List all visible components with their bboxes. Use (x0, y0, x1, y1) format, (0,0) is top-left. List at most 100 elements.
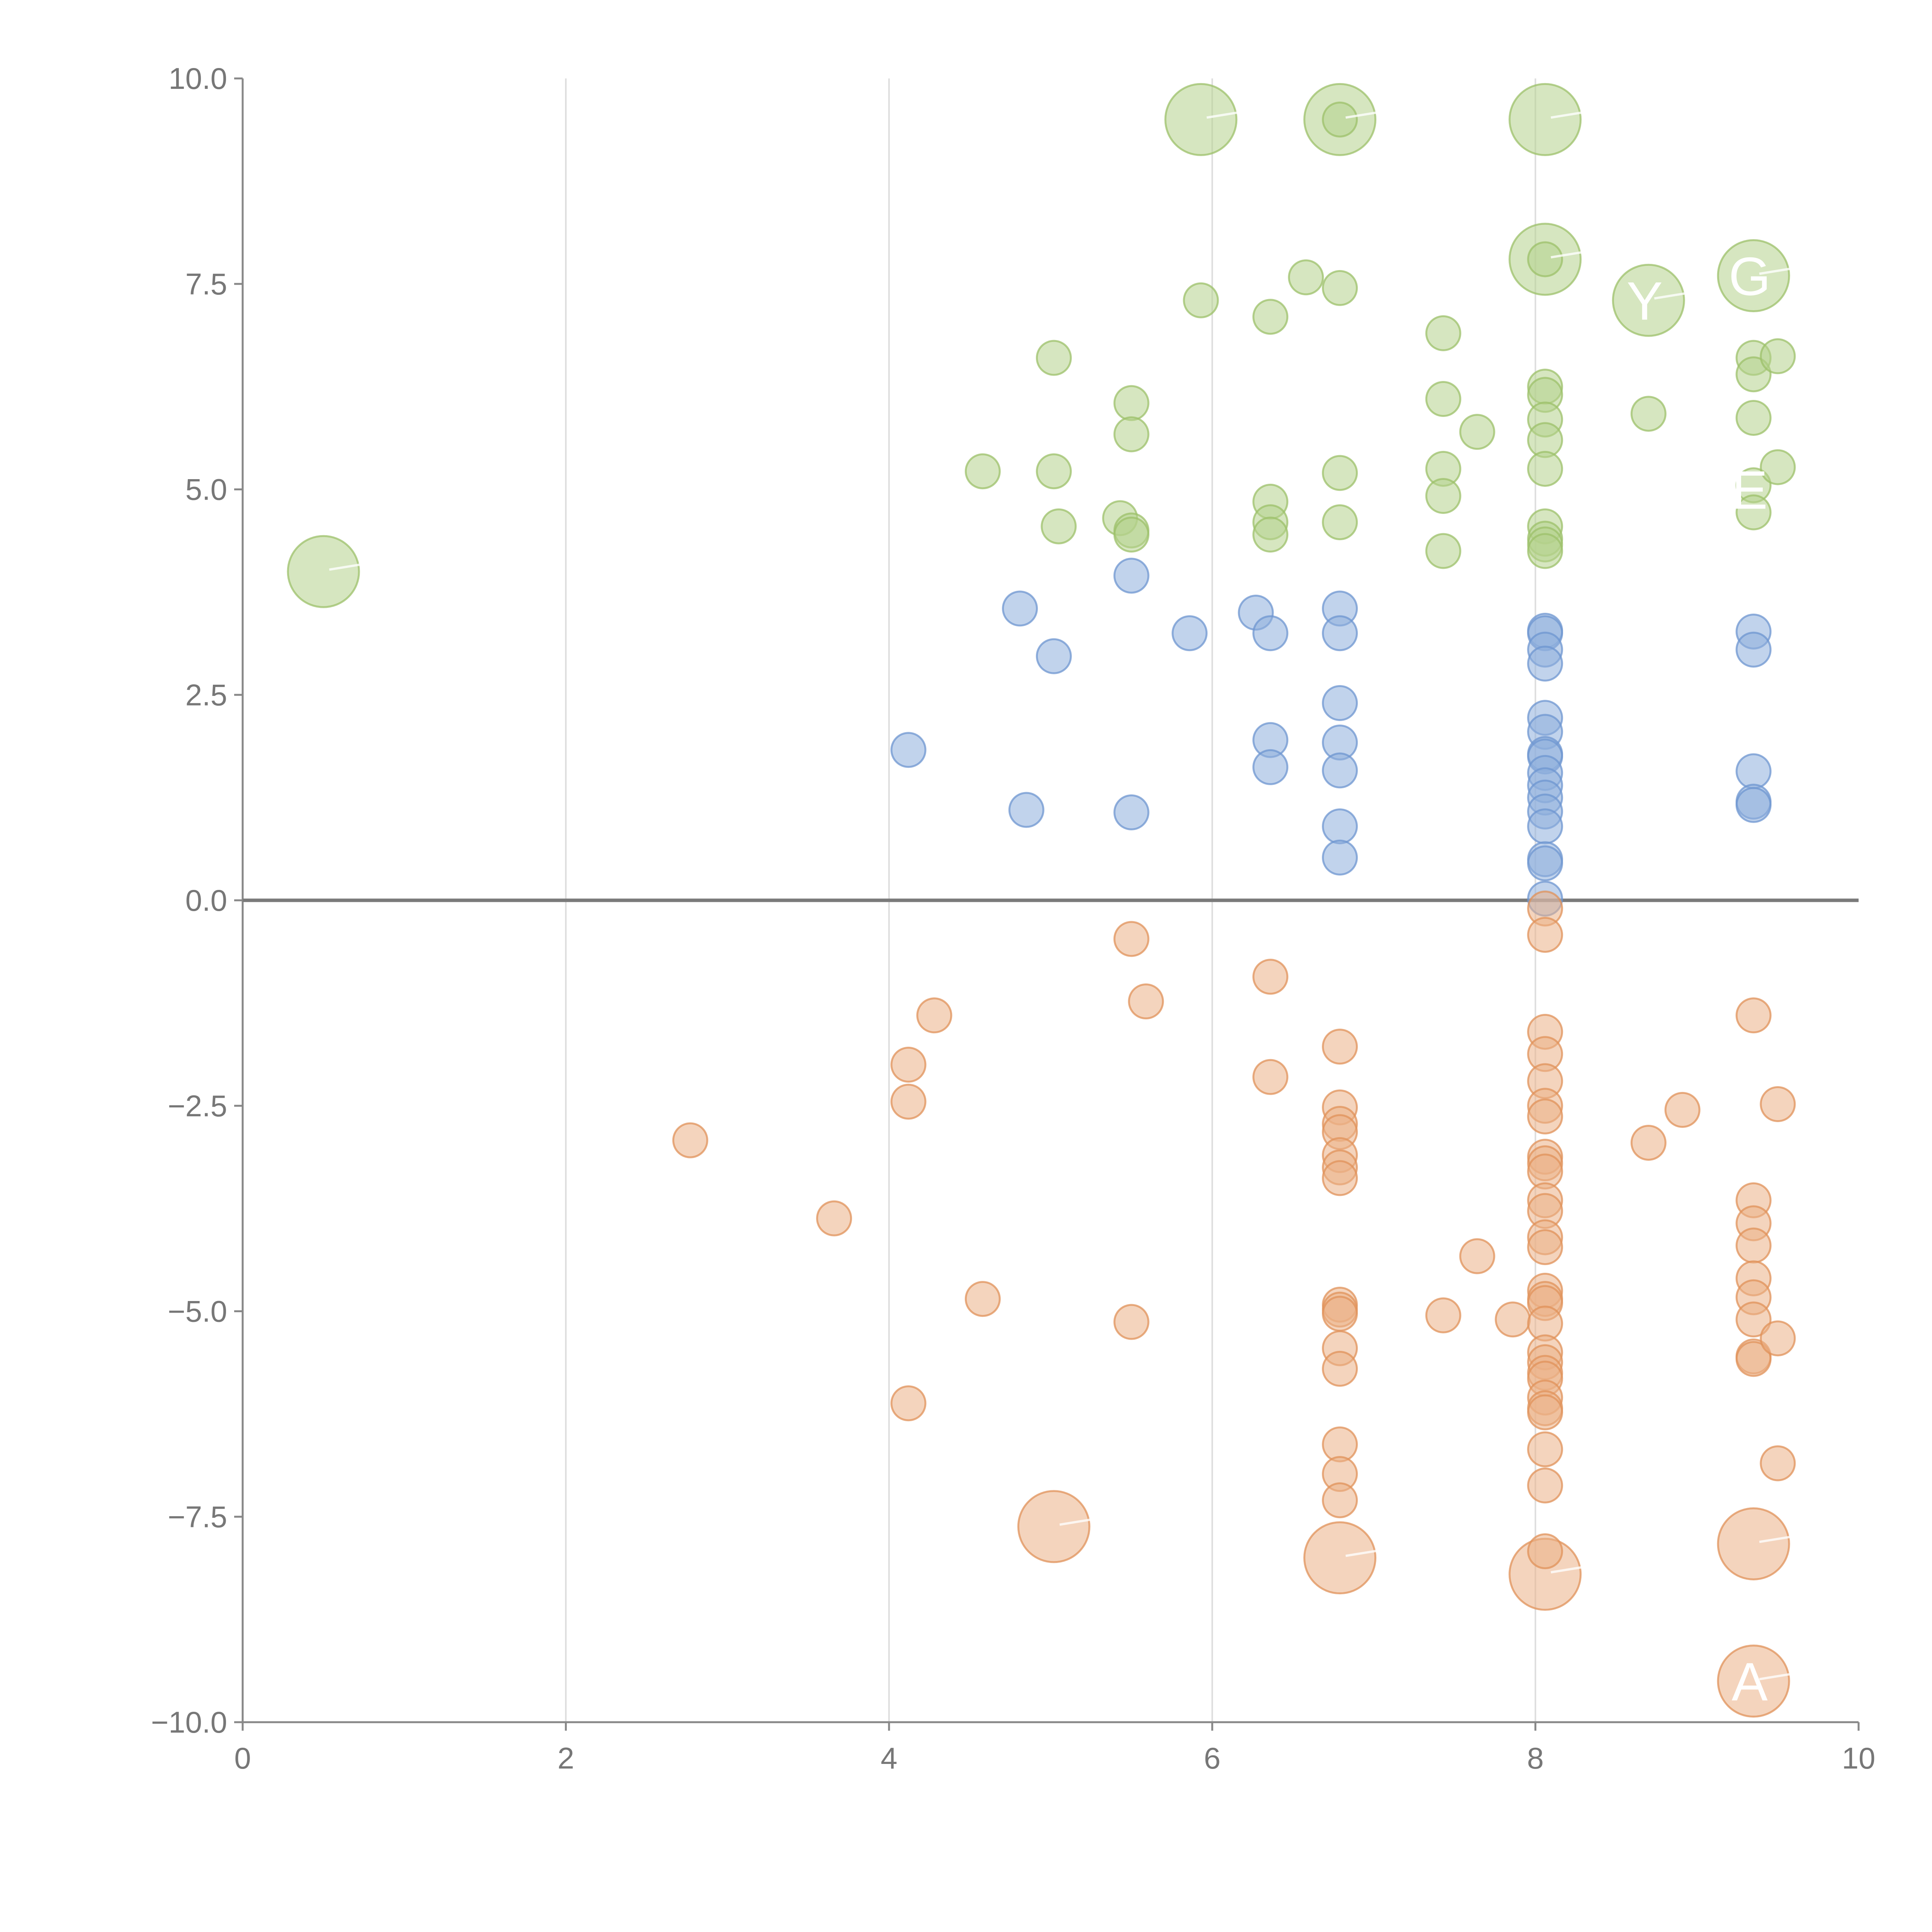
orange-bubble (1113, 1304, 1150, 1340)
leader-line (1551, 1566, 1582, 1574)
orange-bubble (916, 997, 952, 1034)
y-tick-label: 5.0 (185, 473, 227, 507)
green-bubble (1288, 259, 1324, 296)
green-bubble (287, 535, 360, 608)
x-tick-label: 8 (1527, 1741, 1544, 1775)
green-bubble (1425, 533, 1461, 569)
leader-line (1551, 111, 1582, 119)
green-bubble (1425, 315, 1461, 351)
green-bubble (1527, 533, 1563, 569)
orange-bubble (890, 1083, 927, 1120)
orange-bubble (1527, 1229, 1563, 1265)
leader-line (1759, 1673, 1791, 1680)
orange-bubble (1303, 1521, 1377, 1595)
annotation-label: A (1731, 1651, 1768, 1712)
green-bubble (1036, 340, 1072, 376)
x-tick-label: 4 (881, 1741, 897, 1775)
orange-bubble (1717, 1507, 1790, 1580)
green-bubble (1041, 508, 1077, 544)
green-bubble (1425, 478, 1461, 514)
green-bubble (1760, 449, 1796, 485)
green-bubble (1735, 356, 1772, 393)
green-bubble (1735, 400, 1772, 436)
leader-line (1059, 1518, 1091, 1526)
y-tick-label: 0.0 (185, 883, 227, 917)
blue-bubble (1252, 749, 1289, 785)
blue-bubble (1322, 839, 1358, 876)
y-tick-label: −5.0 (168, 1294, 227, 1328)
y-tick-label: −10.0 (151, 1705, 227, 1739)
annotation-label: Y (1627, 270, 1663, 331)
blue-bubble (1322, 752, 1358, 789)
blue-bubble (1527, 645, 1563, 682)
orange-bubble (1495, 1301, 1531, 1338)
green-bubble (1113, 416, 1150, 452)
blue-bubble (1172, 615, 1208, 651)
orange-bubble (1760, 1086, 1796, 1122)
orange-bubble (1322, 1482, 1358, 1519)
green-bubble (1760, 338, 1796, 374)
blue-bubble (1735, 787, 1772, 823)
green-bubble (1164, 83, 1238, 156)
green-bubble (1252, 516, 1289, 553)
green-bubble (1459, 414, 1495, 450)
orange-bubble (1527, 1467, 1563, 1503)
green-bubble (1113, 385, 1150, 421)
orange-bubble (1735, 1341, 1772, 1377)
orange-bubble (1322, 1029, 1358, 1065)
leader-line (1759, 267, 1791, 275)
green-bubble (1322, 504, 1358, 541)
blue-bubble (890, 732, 927, 768)
leader-line (1759, 1536, 1791, 1543)
blue-bubble (1527, 808, 1563, 845)
orange-bubble (1760, 1320, 1796, 1357)
blue-bubble (1322, 615, 1358, 651)
y-tick-label: 10.0 (168, 61, 227, 95)
annotation-layer: Y G E A (329, 111, 1791, 1712)
orange-bubble (1322, 1350, 1358, 1387)
green-bubble (1113, 516, 1150, 553)
blue-bubble (1002, 590, 1038, 627)
green-bubble (1527, 451, 1563, 487)
orange-bubble (1527, 1394, 1563, 1430)
orange-bubble (1252, 959, 1289, 995)
annotation-label: G (1729, 246, 1771, 306)
green-bubble (1425, 381, 1461, 417)
orange-bubble (1322, 1296, 1358, 1332)
orange-bubble (1735, 1227, 1772, 1264)
blue-bubble (1322, 685, 1358, 721)
orange-bubble (1717, 1645, 1790, 1718)
y-tick-label: −7.5 (168, 1500, 227, 1534)
blue-bubble (1252, 615, 1289, 651)
leader-line (1345, 111, 1377, 119)
blue-bubble (1113, 794, 1150, 830)
orange-bubble (1017, 1490, 1090, 1563)
green-bubble (1322, 455, 1358, 491)
orange-bubble (1113, 921, 1150, 957)
x-tick-label: 10 (1842, 1741, 1876, 1775)
orange-bubble (1128, 983, 1164, 1020)
leader-line (329, 563, 361, 571)
orange-bubble (1630, 1124, 1667, 1161)
blue-bubble (1008, 792, 1044, 828)
blue-bubble (1735, 631, 1772, 668)
green-bubble (1527, 241, 1563, 277)
blue-bubble (1322, 808, 1358, 845)
green-bubble (1322, 270, 1358, 306)
orange-bubble (1735, 1301, 1772, 1338)
orange-bubble (1527, 1431, 1563, 1468)
x-tick-label: 2 (558, 1741, 574, 1775)
y-tick-label: −2.5 (168, 1089, 227, 1123)
annotation-label: E (1731, 460, 1767, 520)
y-tick-label: 2.5 (185, 678, 227, 712)
orange-bubble (964, 1281, 1001, 1317)
x-tick-label: 6 (1204, 1741, 1221, 1775)
orange-bubble (1322, 1160, 1358, 1196)
bubble-layer (287, 83, 1796, 1718)
green-bubble (1183, 282, 1219, 318)
orange-bubble (890, 1385, 927, 1422)
orange-bubble (1459, 1238, 1495, 1274)
orange-bubble (1252, 1059, 1289, 1095)
